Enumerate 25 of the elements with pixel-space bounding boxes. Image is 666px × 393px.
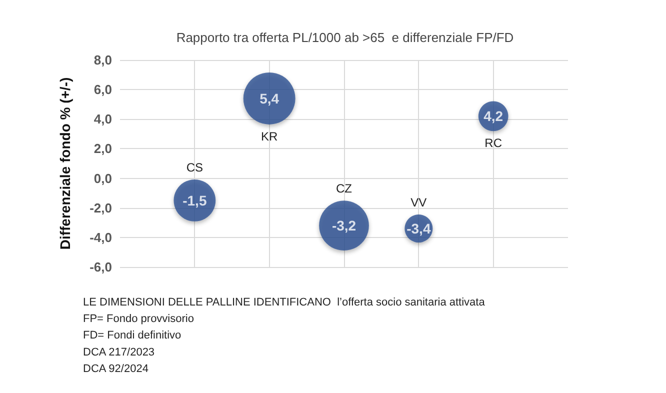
y-tick-label: 4,0: [94, 112, 112, 127]
text: DCA 217/2023: [83, 346, 155, 358]
data-label: 4,2: [484, 108, 504, 124]
y-tick-label: -4,0: [90, 230, 112, 245]
text: FD= Fondi definitivo: [83, 330, 182, 342]
y-tick-label: -6,0: [90, 260, 112, 274]
series-label: RC: [484, 136, 502, 150]
y-tick-label: 6,0: [94, 82, 112, 98]
text: FP= Fondo provvisorio: [83, 313, 194, 326]
y-tick-label: 8,0: [94, 52, 112, 68]
data-label: -1,5: [182, 192, 207, 208]
y-tick-label: 2,0: [94, 141, 112, 156]
series-label: CZ: [336, 182, 352, 196]
data-label: 5,4: [260, 90, 280, 106]
series-label: VV: [410, 196, 427, 210]
y-tick-label: 0,0: [94, 170, 112, 186]
text: DCA 92/2024: [83, 362, 148, 375]
data-label: -3,4: [406, 220, 431, 237]
y-axis-title: Differenziale fondo % (+/-): [57, 77, 73, 250]
series-label: KR: [260, 129, 278, 144]
chart-title: Rapporto tra offerta PL/1000 ab >65 e differenziale FP/FD: [176, 30, 514, 45]
series-label: CS: [186, 160, 204, 174]
data-label: -3,2: [332, 218, 356, 234]
y-tick-label: -2,0: [90, 200, 112, 216]
text: LE DIMENSIONI DELLE PALLINE IDENTIFICANO l’offerta socio sanitaria attivata: [83, 296, 486, 308]
